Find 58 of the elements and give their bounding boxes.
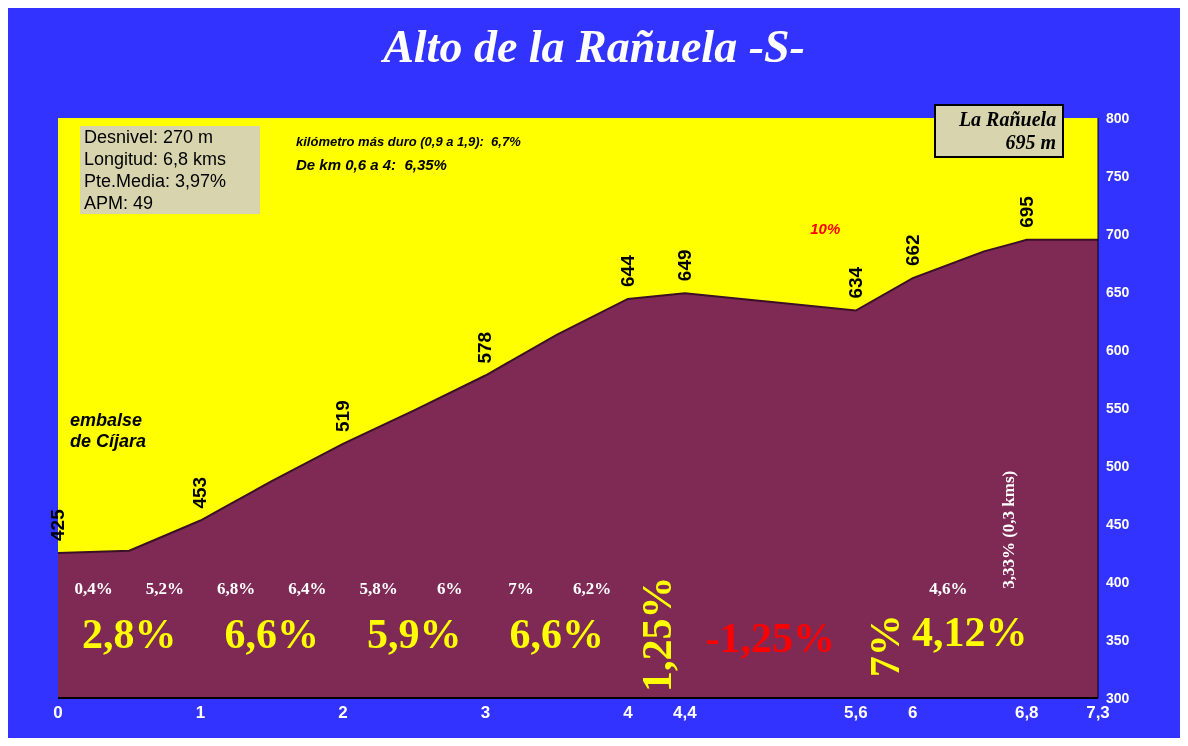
y-tick-label: 450 <box>1106 515 1130 532</box>
signboard: La Rañuela 695 m <box>934 104 1065 158</box>
x-tick-label: 3 <box>480 703 491 723</box>
annotation: 10% <box>810 220 841 238</box>
annotation: 5,9% <box>366 611 462 658</box>
annotation: 6,6% <box>224 611 319 658</box>
annotation: 3,33% (0,3 kms) <box>999 470 1019 589</box>
y-tick-label: 500 <box>1106 457 1130 474</box>
y-tick-label: 300 <box>1106 689 1130 706</box>
y-tick-label: 350 <box>1106 631 1130 648</box>
y-tick-label: 550 <box>1106 399 1130 416</box>
annotation: 5,8% <box>359 578 398 598</box>
x-tick-label: 6 <box>908 703 918 723</box>
annotation: Pte.Media: 3,97% <box>84 170 228 192</box>
annotation: De km 0,6 a 4: 6,35% <box>296 156 447 173</box>
data-label: 519 <box>331 400 353 432</box>
annotation: 5,2% <box>145 578 184 598</box>
data-label: 578 <box>474 331 496 364</box>
x-tick-label: 6,8 <box>1014 703 1039 723</box>
data-label: 453 <box>189 476 211 509</box>
x-tick-label: 4 <box>623 703 634 723</box>
annotation: 7% <box>508 578 534 598</box>
data-label: 649 <box>673 249 695 282</box>
annotation: 6% <box>437 578 463 598</box>
chart-title: Alto de la Rañuela -S- <box>380 20 806 74</box>
data-label: 644 <box>616 254 638 287</box>
data-label: 695 <box>1015 195 1037 228</box>
annotation: 6,4% <box>288 578 327 598</box>
x-tick-label: 0 <box>53 703 63 723</box>
x-tick-label: 4,4 <box>673 703 698 723</box>
annotation: 1,25% <box>634 576 681 692</box>
annotation: embalse de Cíjara <box>70 410 148 453</box>
annotation: Desnivel: 270 m <box>84 126 215 148</box>
annotation: Longitud: 6,8 kms <box>84 148 228 170</box>
annotation: 4,12% <box>912 608 1028 655</box>
y-tick-label: 800 <box>1106 109 1130 126</box>
annotation: 0,4% <box>74 578 113 598</box>
y-tick-label: 400 <box>1106 573 1130 590</box>
annotation: -1,25% <box>705 614 836 661</box>
annotation: 7% <box>862 614 908 678</box>
annotation: 6,2% <box>573 578 612 598</box>
annotation: 6,8% <box>216 578 256 598</box>
data-label: 425 <box>47 508 68 541</box>
x-tick-label: 7,3 <box>1086 703 1110 723</box>
x-tick-label: 5,6 <box>843 703 868 723</box>
y-tick-label: 700 <box>1106 225 1130 242</box>
x-tick-label: 2 <box>338 703 348 723</box>
annotation: 4,6% <box>929 578 968 598</box>
annotation: 2,8% <box>81 611 177 658</box>
y-tick-label: 750 <box>1106 167 1130 184</box>
annotation: kilómetro más duro (0,9 a 1,9): 6,7% <box>296 134 521 149</box>
annotation: 6,6% <box>509 611 604 658</box>
annotation: APM: 49 <box>84 192 155 214</box>
data-label: 662 <box>901 234 923 267</box>
y-tick-label: 650 <box>1106 283 1130 300</box>
data-label: 634 <box>844 266 866 299</box>
y-tick-label: 600 <box>1106 341 1130 358</box>
x-tick-label: 1 <box>195 703 206 723</box>
